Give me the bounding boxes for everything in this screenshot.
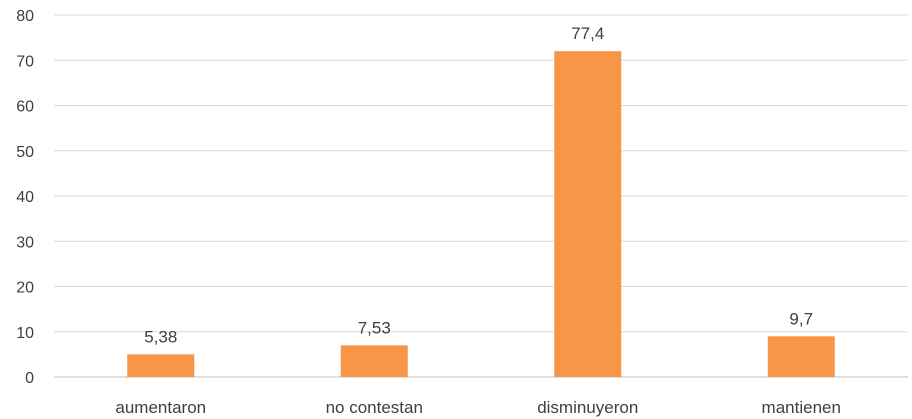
data-label: 5,38 xyxy=(144,327,177,346)
data-label: 7,53 xyxy=(358,318,391,337)
y-tick-label: 30 xyxy=(16,234,34,251)
bar xyxy=(340,345,408,377)
bar xyxy=(127,354,195,377)
y-tick-label: 40 xyxy=(16,189,34,206)
bar xyxy=(554,51,622,377)
y-tick-label: 60 xyxy=(16,99,34,116)
y-tick-label: 0 xyxy=(25,370,34,387)
category-label: mantienen xyxy=(762,398,841,417)
y-axis-ticks: 0 10 20 30 40 50 60 70 80 xyxy=(16,8,34,387)
data-labels: 5,38 7,53 77,4 9,7 xyxy=(144,24,813,346)
category-label: no contestan xyxy=(326,398,423,417)
category-label: aumentaron xyxy=(115,398,206,417)
data-label: 9,7 xyxy=(789,309,813,328)
y-tick-label: 50 xyxy=(16,144,34,161)
y-tick-label: 20 xyxy=(16,280,34,297)
bars xyxy=(127,51,835,377)
y-tick-label: 70 xyxy=(16,53,34,70)
data-label: 77,4 xyxy=(571,24,604,43)
y-tick-label: 80 xyxy=(16,8,34,25)
gridlines xyxy=(54,14,908,378)
category-label: disminuyeron xyxy=(537,398,638,417)
bar xyxy=(767,336,835,377)
y-tick-label: 10 xyxy=(16,325,34,342)
x-axis-categories: aumentaron no contestan disminuyeron mantie… xyxy=(115,398,841,417)
